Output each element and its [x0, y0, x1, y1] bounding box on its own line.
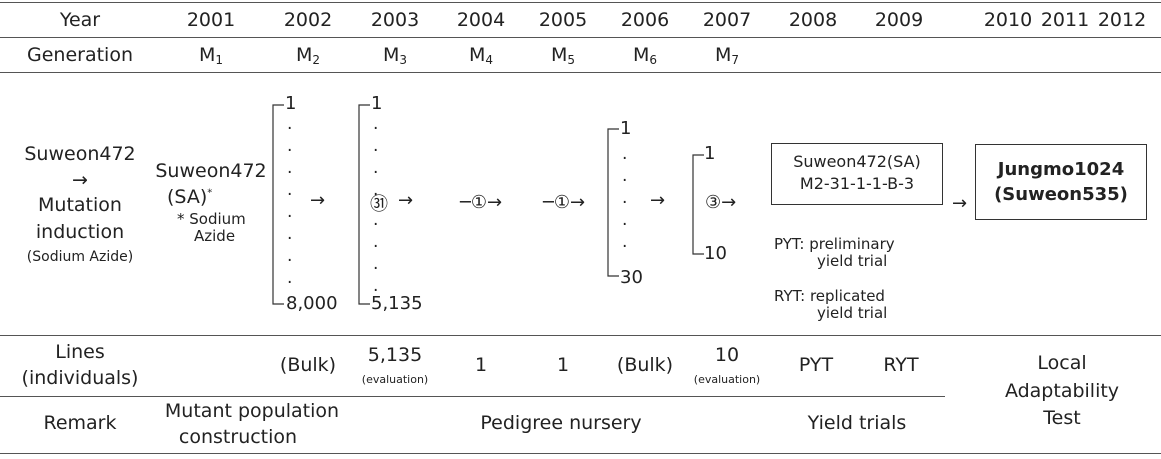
m3-first-line: 1 — [371, 93, 383, 114]
generation-label: Generation — [27, 44, 133, 66]
m5-selected-line: ─①→ — [543, 192, 586, 213]
year-2004: 2004 — [456, 9, 506, 31]
m4-selected-line: ─①→ — [460, 192, 503, 213]
m2-last-line: 8,000 — [286, 293, 338, 314]
generation-m2: M2 — [295, 44, 321, 67]
remark-pedigree: Pedigree nursery — [480, 412, 642, 434]
m3-selected-line: ㉛ — [370, 194, 388, 215]
year-row-rule — [0, 37, 1161, 38]
m7-last-line: 10 — [704, 243, 727, 264]
origin-mutation: Mutation — [38, 194, 122, 216]
arrow-m3-m4: → — [398, 190, 414, 211]
lines-2005: 1 — [556, 354, 570, 376]
remark-mutant-line1: Mutant population — [164, 400, 340, 422]
m3-dots-upper: · · · · — [373, 119, 379, 205]
lines-label-line2: (individuals) — [21, 367, 139, 389]
arrow-m6-m7: → — [650, 190, 666, 211]
generation-m5: M5 — [550, 44, 576, 67]
lines-2003-note: (evaluation) — [361, 373, 429, 386]
final-cultivar-name: Jungmo1024 — [997, 159, 1125, 180]
lines-label-line1: Lines — [55, 341, 105, 363]
m2-first-line: 1 — [285, 93, 297, 114]
m3-last-line: 5,135 — [371, 293, 423, 314]
m7-selected-line: ③→ — [705, 192, 737, 213]
generation-m3: M3 — [382, 44, 408, 67]
remark-label: Remark — [43, 412, 117, 434]
year-2010: 2010 — [983, 9, 1033, 31]
year-2008: 2008 — [788, 9, 838, 31]
m6-bracket-icon — [607, 128, 619, 277]
year-2011: 2011 — [1040, 9, 1090, 31]
ryt-note-line1: RYT: replicated — [774, 287, 885, 305]
remark-local-line3: Test — [1043, 407, 1081, 429]
sa-footnote-line2: Azide — [194, 227, 236, 245]
generation-m4: M4 — [468, 44, 494, 67]
remark-local-line1: Local — [1037, 352, 1087, 374]
lines-2004: 1 — [474, 354, 488, 376]
selected-line-box: Suweon472(SA) M2-31-1-1-B-3 — [771, 143, 943, 205]
selected-line-name: Suweon472(SA) — [793, 152, 921, 171]
origin-cultivar: Suweon472 — [24, 143, 136, 165]
remark-mutant-line2: construction — [178, 426, 298, 448]
year-label: Year — [59, 9, 101, 31]
pyt-note-line2: yield trial — [817, 252, 888, 270]
lines-row-rule — [0, 396, 945, 397]
remark-local-line2: Adaptability — [1004, 380, 1120, 402]
generation-row-rule — [0, 72, 1161, 73]
lines-2009: RYT — [883, 354, 919, 376]
arrow-m1-m2: → — [310, 190, 326, 211]
generation-m6: M6 — [632, 44, 658, 67]
year-2006: 2006 — [620, 9, 670, 31]
origin-induction: induction — [35, 221, 125, 243]
pyt-note-line1: PYT: preliminary — [774, 235, 895, 253]
ryt-note: RYT: replicated yield trial — [774, 288, 887, 322]
lines-2007: 10 — [714, 344, 740, 366]
m7-bracket-icon — [692, 154, 704, 255]
lines-2008: PYT — [798, 354, 834, 376]
year-2001: 2001 — [186, 9, 236, 31]
m6-dots: . . . . . — [622, 144, 628, 252]
lines-2006: (Bulk) — [616, 354, 674, 376]
ryt-note-line2: yield trial — [817, 304, 888, 322]
sa-footnote-line1: * Sodium — [177, 210, 246, 228]
year-2003: 2003 — [370, 9, 420, 31]
year-2007: 2007 — [702, 9, 752, 31]
flow-row-rule — [0, 335, 1161, 336]
table-top-rule — [0, 2, 1161, 3]
lines-2003: 5,135 — [367, 344, 423, 366]
selected-line-code: M2-31-1-1-B-3 — [799, 174, 915, 193]
final-cultivar-box: Jungmo1024 (Suweon535) — [975, 144, 1147, 220]
sa-label: (SA)* — [167, 186, 213, 208]
year-2012: 2012 — [1097, 9, 1147, 31]
arrow-box-final: → — [952, 193, 968, 214]
year-2009: 2009 — [874, 9, 924, 31]
year-2002: 2002 — [283, 9, 333, 31]
year-2005: 2005 — [538, 9, 588, 31]
pyt-note: PYT: preliminary yield trial — [774, 236, 895, 270]
m2-dots: · · · · · · · · — [287, 119, 293, 293]
generation-m7: M7 — [714, 44, 740, 67]
m6-first-line: 1 — [620, 118, 632, 139]
m7-first-line: 1 — [704, 143, 716, 164]
m3-bracket-icon — [358, 104, 370, 305]
sa-cultivar: Suweon472 — [155, 160, 267, 182]
remark-yield: Yield trials — [807, 412, 907, 434]
generation-m1: M1 — [198, 44, 224, 67]
lines-2002: (Bulk) — [279, 354, 337, 376]
m3-dots-lower: · · · · — [373, 215, 379, 301]
m2-bracket-icon — [272, 104, 284, 305]
m6-last-line: 30 — [620, 267, 643, 288]
table-bottom-rule — [0, 453, 1161, 454]
final-cultivar-code: (Suweon535) — [994, 184, 1128, 205]
origin-agent: (Sodium Azide) — [26, 249, 134, 265]
origin-arrow: → — [72, 169, 88, 191]
lines-2007-note: (evaluation) — [693, 373, 761, 386]
